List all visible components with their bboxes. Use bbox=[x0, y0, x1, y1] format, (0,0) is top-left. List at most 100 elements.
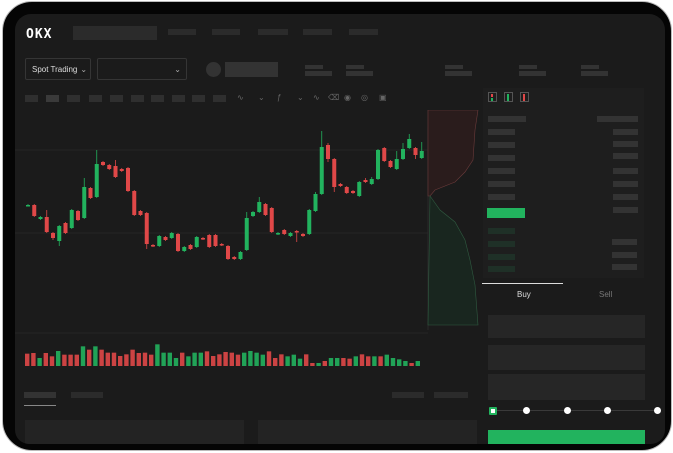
timeframe-button[interactable] bbox=[46, 95, 59, 102]
volume-bar bbox=[124, 354, 129, 366]
candle bbox=[132, 191, 137, 215]
orderbook-asks-icon[interactable] bbox=[520, 92, 529, 102]
orderbook-header[interactable] bbox=[597, 116, 638, 122]
orderbook-bids-icon[interactable] bbox=[504, 92, 513, 102]
bid-row[interactable] bbox=[488, 254, 515, 260]
chevron-down-icon[interactable]: ⌄ bbox=[297, 93, 304, 102]
volume-bar bbox=[87, 349, 92, 366]
volume-bar bbox=[198, 352, 203, 366]
ask-size[interactable] bbox=[613, 194, 638, 200]
tab-buy[interactable]: Buy bbox=[517, 290, 531, 299]
bid-size[interactable] bbox=[612, 239, 637, 245]
ask-row[interactable] bbox=[488, 142, 515, 148]
ask-row[interactable] bbox=[488, 168, 515, 174]
orderbook-header[interactable] bbox=[488, 116, 526, 122]
timeframe-button[interactable] bbox=[172, 95, 185, 102]
settings-icon[interactable]: ◎ bbox=[361, 93, 368, 102]
slider-stop-100[interactable] bbox=[654, 407, 661, 414]
timeframe-button[interactable] bbox=[67, 95, 80, 102]
trading-mode-label: Spot Trading bbox=[32, 64, 78, 74]
candle bbox=[76, 211, 80, 220]
timeframe-button[interactable] bbox=[25, 95, 38, 102]
volume-bar bbox=[372, 356, 377, 366]
slider-handle[interactable] bbox=[489, 407, 497, 415]
volume-bar bbox=[359, 354, 365, 366]
slider-stop-50[interactable] bbox=[564, 407, 571, 414]
candle bbox=[38, 217, 43, 219]
candle bbox=[226, 246, 230, 259]
nav-item[interactable] bbox=[168, 29, 196, 35]
ask-size[interactable] bbox=[613, 168, 638, 174]
candle bbox=[263, 204, 268, 215]
chart-type-icon[interactable]: ∿ bbox=[237, 93, 244, 102]
stat-value bbox=[519, 71, 546, 76]
nav-item[interactable] bbox=[212, 29, 240, 35]
timeframe-button[interactable] bbox=[110, 95, 123, 102]
ask-size[interactable] bbox=[613, 181, 638, 187]
volume-bar bbox=[136, 353, 141, 366]
volume-bar bbox=[49, 356, 55, 366]
indicator-icon[interactable]: ƒ bbox=[277, 93, 282, 102]
ask-row[interactable] bbox=[488, 129, 515, 135]
volume-bar bbox=[415, 361, 420, 366]
volume-bar bbox=[328, 358, 334, 366]
timeframe-button[interactable] bbox=[213, 95, 226, 102]
volume-bar bbox=[111, 352, 117, 366]
tab-open-orders[interactable] bbox=[24, 392, 56, 398]
nav-item[interactable] bbox=[258, 29, 288, 35]
ask-size[interactable] bbox=[613, 153, 638, 159]
bid-size[interactable] bbox=[612, 264, 637, 270]
ask-row[interactable] bbox=[488, 194, 515, 200]
amount-input[interactable] bbox=[488, 345, 645, 370]
trading-mode-dropdown[interactable]: Spot Trading ⌄ bbox=[25, 58, 91, 80]
timeframe-button[interactable] bbox=[192, 95, 205, 102]
order-book bbox=[483, 88, 644, 278]
nav-item[interactable] bbox=[349, 29, 378, 35]
chevron-down-icon: ⌄ bbox=[174, 64, 181, 74]
timeframe-button[interactable] bbox=[151, 95, 164, 102]
volume-bar bbox=[316, 363, 321, 366]
slider-stop-25[interactable] bbox=[523, 407, 530, 414]
ask-row[interactable] bbox=[488, 181, 515, 187]
bid-row[interactable] bbox=[488, 241, 515, 247]
tab-order-history[interactable] bbox=[71, 392, 103, 398]
ask-size[interactable] bbox=[613, 141, 638, 147]
price-input[interactable] bbox=[488, 315, 645, 338]
ask-size[interactable] bbox=[613, 129, 638, 135]
timeframe-button[interactable] bbox=[131, 95, 144, 102]
chevron-down-icon: ⌄ bbox=[80, 64, 88, 74]
camera-icon[interactable]: ◉ bbox=[344, 93, 351, 102]
nav-item[interactable] bbox=[303, 29, 332, 35]
filter-button[interactable] bbox=[392, 392, 424, 398]
candle bbox=[82, 187, 87, 218]
pair-dropdown[interactable]: ⌄ bbox=[97, 58, 187, 80]
ruler-icon[interactable]: ⌫ bbox=[328, 93, 340, 102]
tab-sell[interactable]: Sell bbox=[599, 290, 613, 299]
orderbook-both-icon[interactable] bbox=[488, 92, 497, 102]
amount-slider[interactable] bbox=[493, 410, 660, 411]
filter-button[interactable] bbox=[434, 392, 468, 398]
buy-button[interactable] bbox=[488, 430, 645, 444]
candle bbox=[269, 208, 274, 232]
bid-row[interactable] bbox=[488, 228, 515, 234]
candle bbox=[251, 212, 255, 216]
search-placeholder[interactable] bbox=[73, 26, 157, 40]
chevron-down-icon[interactable]: ⌄ bbox=[258, 93, 265, 102]
mid-price[interactable] bbox=[487, 208, 525, 218]
volume-bar bbox=[310, 363, 315, 366]
candle bbox=[276, 233, 280, 235]
bid-size[interactable] bbox=[612, 252, 637, 258]
volume-bar bbox=[353, 356, 358, 366]
candle bbox=[238, 252, 243, 259]
fullscreen-icon[interactable]: ▣ bbox=[379, 93, 387, 102]
candle bbox=[213, 235, 218, 246]
timeframe-button[interactable] bbox=[89, 95, 102, 102]
line-tool-icon[interactable]: ∿ bbox=[313, 93, 320, 102]
ask-row[interactable] bbox=[488, 155, 515, 161]
slider-stop-75[interactable] bbox=[604, 407, 611, 414]
price-chart[interactable] bbox=[15, 110, 480, 370]
total-input[interactable] bbox=[488, 374, 645, 400]
ask-size[interactable] bbox=[613, 207, 638, 213]
candle bbox=[244, 218, 249, 250]
bid-row[interactable] bbox=[488, 266, 515, 272]
